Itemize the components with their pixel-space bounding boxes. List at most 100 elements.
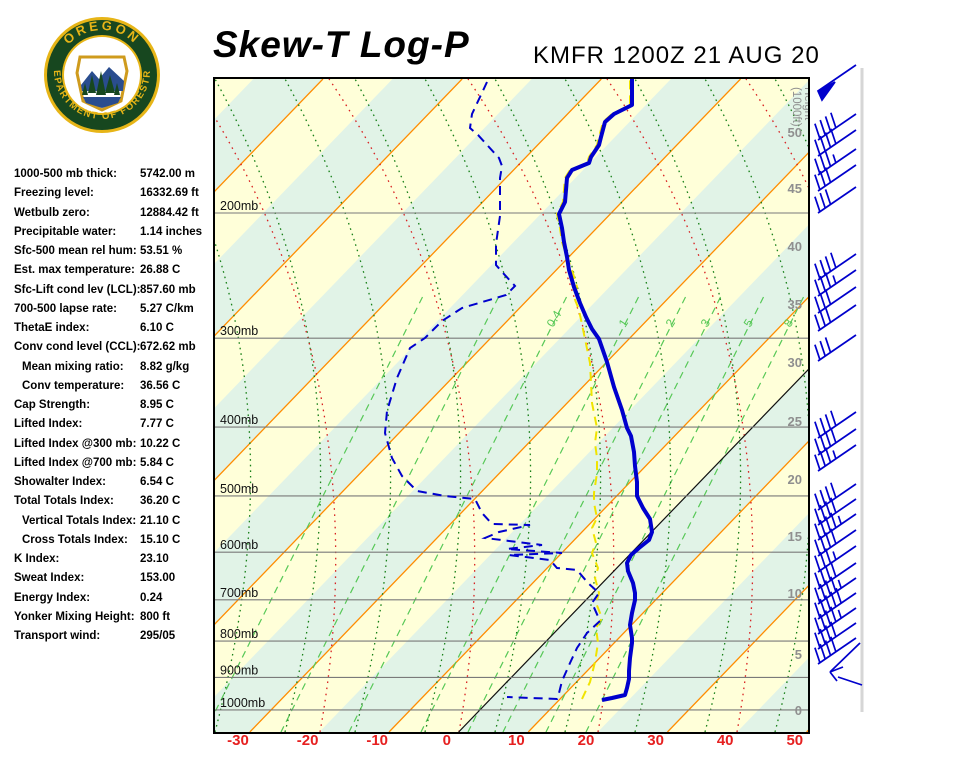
pressure-label: 300mb <box>220 324 258 338</box>
index-value: 10.22 C <box>140 437 181 450</box>
index-value: 8.82 g/kg <box>140 360 190 373</box>
index-label: Conv temperature: <box>22 379 125 392</box>
index-row: Cross Totals Index: 15.10 C <box>0 534 212 550</box>
skewt-plot-area: 200mb 300mb 400mb 500mb 600mb 700mb 800mb 900mb… <box>215 79 808 732</box>
index-label: Transport wind: <box>14 630 101 642</box>
temperature-tick-label: 40 <box>716 732 734 749</box>
wetbulb-trace <box>555 79 631 700</box>
index-row: Vertical Totals Index: 21.10 C <box>0 515 212 531</box>
index-value: 5742.00 m <box>140 168 195 180</box>
index-row: Showalter Index: 6.54 C <box>0 476 212 492</box>
low-level-barb <box>829 642 863 686</box>
temperature-tick-label: -20 <box>296 732 319 749</box>
height-tick-label: 30 <box>788 355 802 370</box>
index-value: 672.62 mb <box>140 341 196 354</box>
index-value: 26.88 C <box>140 264 181 277</box>
height-tick-label: 40 <box>788 239 802 254</box>
index-row: Energy Index: 0.24 <box>0 592 212 608</box>
index-value: 0.24 <box>140 591 163 604</box>
index-value: 5.27 C/km <box>140 302 194 315</box>
index-value: 8.95 C <box>140 399 174 411</box>
index-row: 1000-500 mb thick: 5742.00 m <box>0 168 212 184</box>
index-row: Conv temperature: 36.56 C <box>0 380 212 396</box>
zero-isotherm-line <box>458 368 808 732</box>
height-tick-label: 50 <box>788 125 802 140</box>
index-row: Yonker Mixing Height: 800 ft <box>0 611 212 627</box>
mixing-ratio-lines <box>215 296 805 732</box>
index-value: 800 ft <box>140 610 171 623</box>
index-value: 21.10 C <box>140 514 181 527</box>
index-row: Total Totals Index: 36.20 C <box>0 495 212 511</box>
height-tick-label: 15 <box>788 529 802 544</box>
index-row: Lifted Index @700 mb: 5.84 C <box>0 457 212 473</box>
index-value: 12884.42 ft <box>140 206 199 219</box>
index-row: Wetbulb zero: 12884.42 ft <box>0 207 212 223</box>
height-tick-label: 25 <box>788 414 802 429</box>
wind-barbs <box>814 64 857 665</box>
logo-emblem <box>75 55 129 112</box>
pressure-label: 600mb <box>220 538 258 552</box>
index-row: Precipitable water: 1.14 inches <box>0 226 212 242</box>
index-label: 700-500 lapse rate: <box>14 302 117 315</box>
page-title: Skew-T Log-P <box>213 24 470 65</box>
index-label: Lifted Index @300 mb: <box>14 437 137 450</box>
index-label: Lifted Index: <box>14 418 83 431</box>
height-tick-label: 10 <box>788 586 802 601</box>
index-value: 36.20 C <box>140 495 181 508</box>
height-tick-label: 20 <box>788 472 802 487</box>
index-row: Freezing level: 16332.69 ft <box>0 187 212 203</box>
index-label: Est. max temperature: <box>14 264 135 277</box>
indices-panel: 1000-500 mb thick: 5742.00 m Freezing leve… <box>0 0 212 768</box>
index-label: Energy Index: <box>14 591 91 604</box>
temperature-tick-label: 0 <box>442 732 451 749</box>
index-row: Sweat Index: 153.00 <box>0 572 212 588</box>
isotherm-lines <box>215 79 808 732</box>
index-row: Lifted Index: 7.77 C <box>0 418 212 434</box>
height-tick-label: 45 <box>788 181 802 196</box>
pressure-label: 900mb <box>220 663 258 677</box>
index-label: Yonker Mixing Height: <box>14 610 135 623</box>
index-value: 23.10 <box>140 553 169 565</box>
temperature-trace <box>557 79 654 702</box>
temperature-tick-label: -10 <box>366 732 389 749</box>
wind-barb-column <box>814 64 864 712</box>
index-value: 53.51 % <box>140 245 183 257</box>
temperature-tick-label: -30 <box>227 732 249 749</box>
index-value: 153.00 <box>140 572 176 585</box>
index-value: 1.14 inches <box>140 225 203 238</box>
index-value: 16332.69 ft <box>140 187 199 200</box>
pressure-label: 500mb <box>220 482 258 496</box>
index-label: Total Totals Index: <box>14 495 114 508</box>
index-row: Est. max temperature: 26.88 C <box>0 264 212 280</box>
index-label: Conv cond level (CCL): <box>14 341 141 354</box>
height-tick-label: 0 <box>795 703 802 718</box>
index-label: Sweat Index: <box>14 572 85 585</box>
index-value: 6.54 C <box>140 476 174 488</box>
height-tick-label: 5 <box>795 647 802 662</box>
temperature-tick-label: 20 <box>577 732 595 749</box>
index-label: 1000-500 mb thick: <box>14 168 117 180</box>
height-axis-title: Height(1000ft) <box>790 87 808 127</box>
logo-trees <box>82 71 120 95</box>
pressure-label: 1000mb <box>220 696 265 710</box>
temperature-tick-label: 30 <box>647 732 664 749</box>
index-value: 857.60 mb <box>140 283 196 296</box>
pressure-label: 400mb <box>220 413 258 427</box>
index-row: Sfc-Lift cond lev (LCL): 857.60 mb <box>0 284 212 300</box>
index-row: 700-500 lapse rate: 5.27 C/km <box>0 303 212 319</box>
moist-adiabats <box>215 79 808 732</box>
index-label: Vertical Totals Index: <box>22 514 137 527</box>
pressure-label: 700mb <box>220 586 258 600</box>
pressure-label: 800mb <box>220 627 258 641</box>
index-row: ThetaE index: 6.10 C <box>0 322 212 338</box>
index-value: 5.84 C <box>140 456 174 469</box>
index-row: Lifted Index @300 mb: 10.22 C <box>0 438 212 454</box>
index-value: 6.10 C <box>140 322 174 334</box>
temperature-axis: -30 -20 -10 0 10 20 30 40 50 <box>213 732 813 752</box>
index-value: 295/05 <box>140 630 176 642</box>
index-value: 15.10 C <box>140 533 181 546</box>
temperature-tick-label: 50 <box>786 732 804 749</box>
index-label: Precipitable water: <box>14 225 117 238</box>
